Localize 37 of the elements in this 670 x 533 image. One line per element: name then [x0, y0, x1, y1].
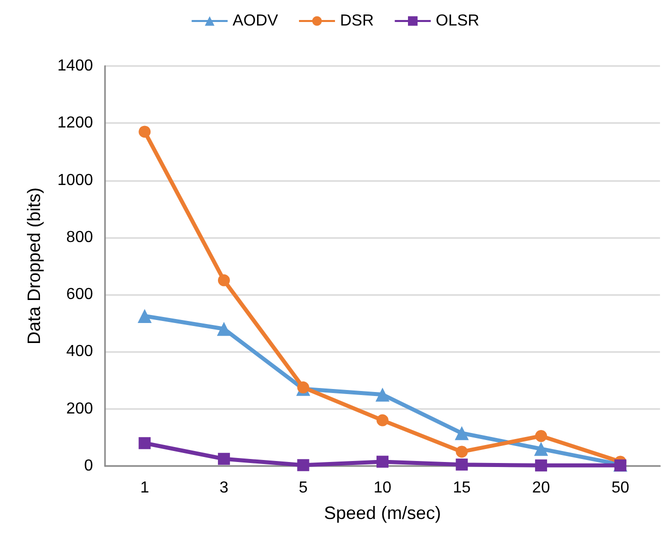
point — [456, 458, 468, 471]
legend-label: OLSR — [436, 12, 480, 30]
y-tick-label: 1200 — [57, 114, 94, 132]
x-tick-label: 1 — [140, 480, 150, 496]
point — [297, 459, 310, 472]
x-tick-label: 15 — [452, 480, 471, 496]
y-tick-label: 1000 — [57, 172, 94, 189]
point — [535, 459, 548, 472]
y-tick-label: 0 — [84, 458, 94, 474]
y-tick-label: 1400 — [57, 58, 94, 74]
point — [534, 442, 548, 456]
point — [297, 381, 310, 394]
y-tick-label: 400 — [66, 343, 94, 360]
point — [376, 414, 388, 426]
point — [535, 430, 548, 442]
legend-label: AODV — [232, 12, 278, 30]
y-tick-label: 200 — [66, 400, 94, 418]
legend-label: DSR — [340, 12, 374, 30]
x-axis-title: Speed (m/sec) — [324, 503, 442, 523]
y-tick-label: 800 — [66, 228, 94, 246]
x-tick-label: 5 — [298, 480, 308, 496]
point — [138, 126, 151, 138]
point — [456, 446, 468, 458]
point — [218, 452, 230, 465]
point — [138, 309, 152, 323]
point — [138, 437, 151, 450]
x-tick-label: 3 — [219, 480, 228, 496]
y-axis-title: Data Dropped (bits) — [24, 187, 44, 345]
point — [218, 274, 230, 286]
y-tick-label: 600 — [66, 286, 94, 304]
point — [454, 426, 469, 440]
point — [376, 456, 388, 468]
point — [216, 322, 231, 336]
point — [376, 388, 390, 402]
x-tick-label: 10 — [374, 480, 392, 496]
x-tick-label: 20 — [532, 480, 550, 496]
x-tick-label: 50 — [611, 480, 630, 496]
